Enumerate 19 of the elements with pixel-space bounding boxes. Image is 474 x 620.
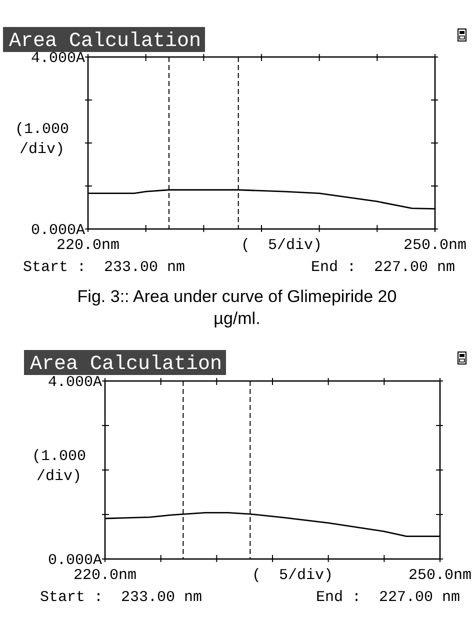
x-tick-label: 250.0nm (403, 237, 467, 254)
text: End : 227.00 nm (316, 589, 460, 606)
y-tick-label: 0.000A (48, 552, 102, 569)
x-axis-title: ( 5/div) (240, 237, 322, 254)
chart-title: Area Calculation (9, 30, 202, 53)
text: Start : 233.00 nm (40, 589, 202, 606)
x-tick-label: 250.0nm (408, 567, 472, 584)
y-tick-label: 0.000A (30, 222, 85, 239)
y-axis-title: (1.000 /div) (32, 448, 86, 485)
x-tick-label: 220.0nm (56, 237, 120, 254)
text: End : 227.00 nm (310, 259, 455, 276)
y-tick-label: 4.000A (48, 374, 102, 391)
chart-title: Area Calculation (30, 353, 222, 376)
y-axis-title: (1.000 /div) (14, 121, 70, 158)
caption: Fig. 3:: Area under curve of Glimepiride 20 µg/ml. (77, 287, 397, 328)
x-axis-title: ( 5/div) (252, 567, 334, 584)
text: Start : 233.00 nm (23, 259, 186, 276)
x-tick-label: 220.0nm (73, 567, 137, 584)
y-tick-label: 4.000A (30, 50, 85, 67)
